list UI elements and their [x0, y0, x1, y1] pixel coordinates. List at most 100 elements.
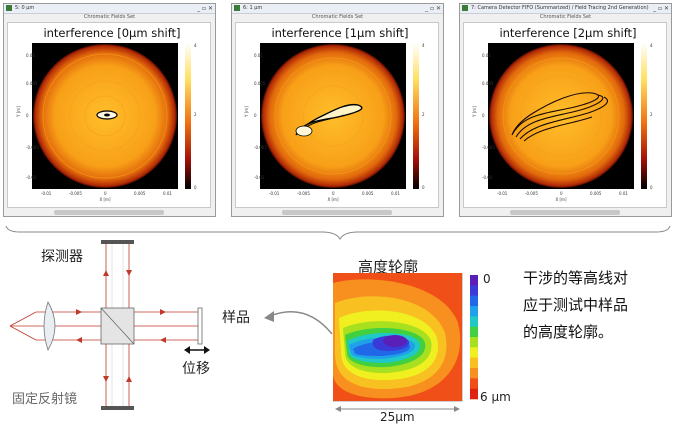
- window-subtitle: Chromatic Fields Set: [539, 14, 592, 20]
- svg-text:4: 4: [194, 43, 197, 48]
- width-dimension: [335, 406, 460, 412]
- svg-text:-0.005: -0.005: [482, 145, 495, 150]
- caption-line-3: 的高度轮廓。: [523, 323, 614, 341]
- caption-line-2: 应于测试中样品: [523, 296, 629, 314]
- lens: [43, 301, 56, 351]
- svg-text:0.01: 0.01: [619, 191, 628, 196]
- pointer-arrow: [264, 311, 333, 335]
- scale-swatch: [470, 357, 478, 369]
- svg-text:-0.01: -0.01: [41, 191, 52, 196]
- height-map-title: 高度轮廓: [358, 258, 419, 276]
- scale-swatch: [470, 316, 478, 327]
- fringe-contours: [511, 92, 608, 142]
- svg-text:-0.01: -0.01: [269, 191, 280, 196]
- scale-swatch: [470, 368, 478, 379]
- detector-label: 探测器: [41, 249, 83, 265]
- svg-text:0.005: 0.005: [482, 81, 494, 86]
- svg-text:0: 0: [332, 191, 335, 196]
- interference-plot: interference [1µm shift] 4 2 0 -0.01 -0.…: [244, 26, 425, 202]
- window-controls[interactable]: _ ▫ ✕: [197, 5, 213, 12]
- svg-text:X [m]: X [m]: [327, 197, 338, 202]
- svg-text:-0.005: -0.005: [26, 145, 39, 150]
- scale-swatch: [470, 285, 478, 296]
- svg-text:0.01: 0.01: [163, 191, 172, 196]
- svg-text:-0.01: -0.01: [497, 191, 508, 196]
- height-color-scale: [470, 275, 478, 400]
- colorbar: [413, 43, 419, 189]
- horizontal-scrollbar[interactable]: [54, 210, 164, 215]
- svg-text:0: 0: [194, 185, 197, 190]
- horizontal-scrollbar[interactable]: [282, 210, 392, 215]
- sim-window-0um[interactable]: 5: 0 µm _ ▫ ✕ Chromatic Fields Set: [3, 3, 216, 217]
- window-subtitle: Chromatic Fields Set: [83, 14, 136, 20]
- horizontal-scrollbar[interactable]: [510, 210, 620, 215]
- window-title: 5: 0 µm: [15, 5, 35, 11]
- detector-plate: [101, 240, 134, 244]
- svg-text:Y [m]: Y [m]: [244, 106, 249, 118]
- caption-line-1: 干涉的等高线对: [523, 269, 629, 287]
- svg-text:2: 2: [650, 112, 653, 117]
- title-bar[interactable]: 5: 0 µm _ ▫ ✕: [4, 4, 215, 14]
- title-bar[interactable]: 6: 1 µm _ ▫ ✕: [232, 4, 443, 14]
- window-title: 6: 1 µm: [243, 5, 263, 11]
- fixed-mirror-label: 固定反射镜: [12, 392, 78, 407]
- colorbar: [185, 43, 191, 189]
- scale-swatch: [470, 275, 478, 286]
- svg-text:0.005: 0.005: [26, 81, 38, 86]
- window-subtitle: Chromatic Fields Set: [311, 14, 364, 20]
- plot-title: interference [1µm shift]: [271, 26, 408, 40]
- svg-text:0.01: 0.01: [482, 53, 491, 58]
- interference-plot: interference [0µm shift] 4 2 0 -0.01 -0.…: [16, 26, 197, 202]
- plot-title: interference [0µm shift]: [43, 26, 180, 40]
- svg-text:0.005: 0.005: [134, 191, 146, 196]
- window-title: 7: Camera Detector FIFO (Summarized) / F…: [471, 5, 649, 11]
- window-controls[interactable]: _ ▫ ✕: [425, 5, 441, 12]
- svg-text:0: 0: [104, 191, 107, 196]
- scale-top-label: 0: [483, 272, 491, 286]
- plot-title: interference [2µm shift]: [499, 26, 636, 40]
- height-map: [333, 273, 478, 412]
- svg-text:0: 0: [26, 113, 29, 118]
- window-controls[interactable]: _ ▫ ✕: [653, 5, 669, 12]
- svg-text:0.005: 0.005: [254, 81, 266, 86]
- plot-area[interactable]: interference [0µm shift] 4 2 0 -0.01 -0.…: [7, 22, 211, 208]
- svg-text:Y [m]: Y [m]: [16, 106, 21, 118]
- scale-bottom-label: 6 µm: [480, 390, 511, 404]
- svg-text:0.005: 0.005: [590, 191, 602, 196]
- svg-text:2: 2: [194, 112, 197, 117]
- displacement-arrow: [184, 346, 210, 354]
- svg-text:0: 0: [422, 185, 425, 190]
- svg-text:4: 4: [650, 43, 653, 48]
- svg-text:-0.005: -0.005: [297, 191, 310, 196]
- caption: 干涉的等高线对 应于测试中样品 的高度轮廓。: [523, 265, 628, 346]
- scale-swatch: [470, 306, 478, 317]
- fringe-contour: [295, 103, 363, 136]
- svg-text:0: 0: [560, 191, 563, 196]
- displacement-label: 位移: [182, 361, 210, 377]
- colorbar: [641, 43, 647, 189]
- scale-swatch: [470, 347, 478, 358]
- plot-area[interactable]: interference [1µm shift] 4 2 0 -0.01 -0.…: [235, 22, 439, 208]
- sim-window-1um[interactable]: 6: 1 µm _ ▫ ✕ Chromatic Fields Set: [231, 3, 444, 217]
- beam-disk: [489, 44, 633, 188]
- svg-text:0: 0: [254, 113, 257, 118]
- width-label: 25µm: [380, 410, 415, 424]
- scale-swatch: [470, 326, 478, 338]
- svg-text:-0.01: -0.01: [254, 175, 265, 180]
- svg-text:2: 2: [422, 112, 425, 117]
- svg-text:X [m]: X [m]: [555, 197, 566, 202]
- svg-text:0: 0: [482, 113, 485, 118]
- svg-text:X [m]: X [m]: [99, 197, 110, 202]
- sample-label: 样品: [222, 310, 250, 326]
- sim-window-2um[interactable]: 7: Camera Detector FIFO (Summarized) / F…: [459, 3, 672, 217]
- interference-plot: interference [2µm shift] 4 2 0 -0.01 -0.…: [472, 26, 653, 202]
- interferometer-schematic: [9, 240, 210, 410]
- svg-text:-0.01: -0.01: [482, 175, 493, 180]
- sample-mirror: [197, 307, 203, 345]
- title-bar[interactable]: 7: Camera Detector FIFO (Summarized) / F…: [460, 4, 671, 14]
- plot-area[interactable]: interference [2µm shift] 4 2 0 -0.01 -0.…: [463, 22, 667, 208]
- svg-text:-0.005: -0.005: [525, 191, 538, 196]
- scale-swatch: [470, 337, 478, 348]
- svg-text:0.01: 0.01: [26, 53, 35, 58]
